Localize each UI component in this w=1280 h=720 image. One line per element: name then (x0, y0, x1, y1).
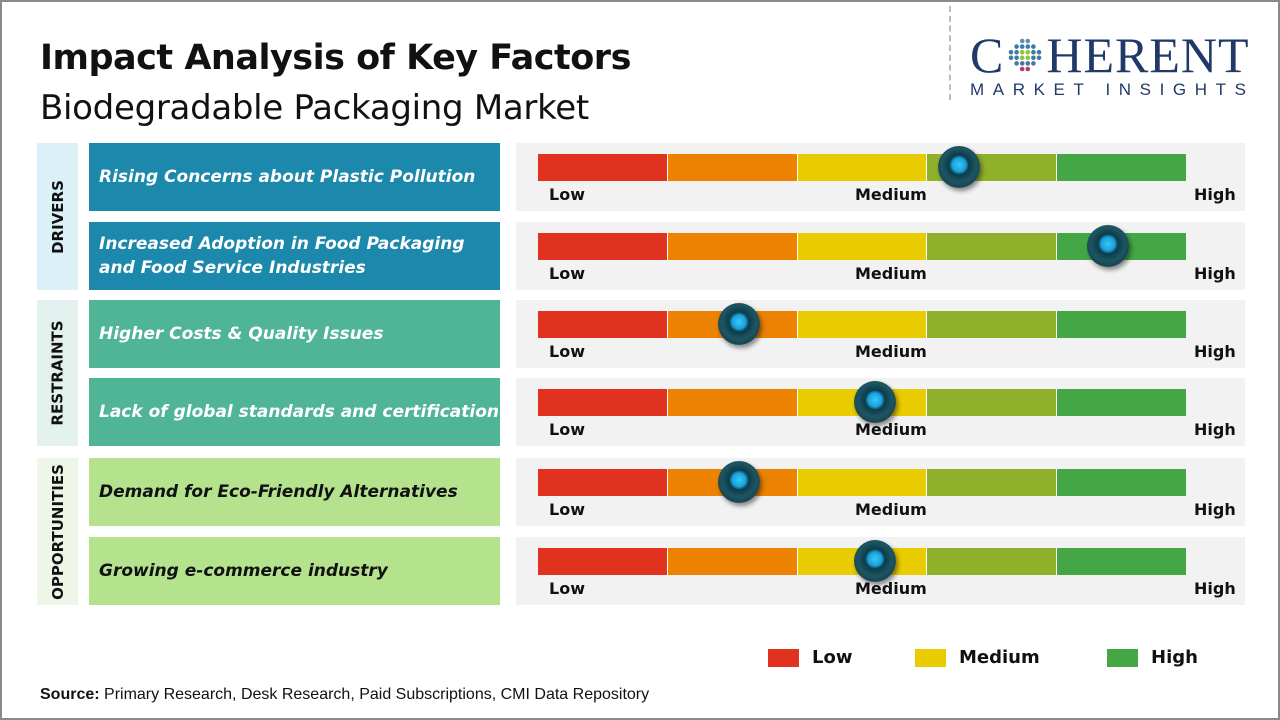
meter-segment (1057, 548, 1186, 575)
impact-meter: Low Medium High (516, 458, 1245, 526)
scale-low: Low (549, 420, 585, 439)
logo-text: HERENT (1046, 27, 1250, 83)
meter-segment (538, 469, 668, 496)
meter-segment (1057, 469, 1186, 496)
meter-segment (797, 469, 928, 496)
meter-segment (1057, 389, 1186, 416)
meter-bar (538, 469, 1186, 496)
scale-high: High (1194, 264, 1236, 283)
impact-meter: Low Medium High (516, 143, 1245, 211)
logo-subtext: MARKET INSIGHTS (970, 80, 1255, 99)
meter-segment (538, 389, 668, 416)
factor-label: Demand for Eco-Friendly Alternatives (89, 458, 500, 526)
impact-meter: Low Medium High (516, 378, 1245, 446)
meter-segment (1057, 154, 1186, 181)
scale-medium: Medium (855, 420, 927, 439)
meter-segment (667, 233, 798, 260)
meter-segment (538, 154, 668, 181)
meter-segment (927, 311, 1058, 338)
scale-low: Low (549, 342, 585, 361)
scale-low: Low (549, 579, 585, 598)
meter-bar (538, 389, 1186, 416)
meter-segment (927, 389, 1058, 416)
scale-high: High (1194, 185, 1236, 204)
scale-medium: Medium (855, 500, 927, 519)
meter-segment (927, 548, 1058, 575)
category-label: RESTRAINTS (48, 320, 67, 426)
legend-medium: Medium (915, 647, 1040, 668)
impact-knob (853, 540, 896, 582)
meter-bar (538, 311, 1186, 338)
meter-segment (797, 154, 928, 181)
factor-label: Rising Concerns about Plastic Pollution (89, 143, 500, 211)
category-drivers: DRIVERS (37, 143, 78, 290)
impact-meter: Low Medium High (516, 300, 1245, 368)
scale-high: High (1194, 500, 1236, 519)
legend-label: Low (812, 647, 853, 668)
meter-segment (667, 389, 798, 416)
source-text: Primary Research, Desk Research, Paid Su… (99, 686, 650, 703)
meter-bar (538, 233, 1186, 260)
impact-knob (1087, 225, 1130, 267)
impact-knob (717, 461, 760, 503)
legend-swatch (915, 648, 946, 667)
meter-segment (927, 233, 1058, 260)
legend-low: Low (768, 647, 852, 668)
scale-low: Low (549, 185, 585, 204)
meter-segment (797, 233, 928, 260)
logo: C HERENT MARKET INSIGHTS (970, 27, 1260, 100)
globe-icon (1009, 38, 1042, 72)
impact-knob (938, 146, 981, 188)
scale-high: High (1194, 342, 1236, 361)
meter-segment (667, 548, 798, 575)
scale-medium: Medium (855, 264, 927, 283)
impact-meter: Low Medium High (516, 537, 1245, 605)
meter-bar (538, 548, 1186, 575)
scale-medium: Medium (855, 579, 927, 598)
meter-bar (538, 154, 1186, 181)
page-subtitle: Biodegradable Packaging Market (40, 88, 589, 128)
meter-segment (538, 548, 668, 575)
meter-segment (667, 154, 798, 181)
factor-label: Lack of global standards and certificati… (89, 378, 500, 446)
scale-low: Low (549, 500, 585, 519)
legend-swatch (768, 648, 799, 667)
meter-segment (1057, 311, 1186, 338)
factor-label: Higher Costs & Quality Issues (89, 300, 500, 368)
category-restraints: RESTRAINTS (37, 300, 78, 446)
category-label: OPPORTUNITIES (48, 463, 67, 600)
logo-text: C (970, 27, 1005, 83)
factor-label: Growing e-commerce industry (89, 537, 500, 605)
source-note: Source: Primary Research, Desk Research,… (40, 686, 649, 704)
impact-knob (853, 381, 896, 423)
impact-knob (717, 303, 760, 345)
meter-segment (797, 311, 928, 338)
divider (949, 6, 951, 100)
category-label: DRIVERS (48, 179, 67, 254)
legend-label: High (1151, 647, 1198, 668)
scale-high: High (1194, 420, 1236, 439)
category-opportunities: OPPORTUNITIES (37, 458, 78, 605)
impact-meter: Low Medium High (516, 222, 1245, 290)
scale-high: High (1194, 579, 1236, 598)
meter-segment (538, 233, 668, 260)
legend-high: High (1107, 647, 1198, 668)
factor-label: Increased Adoption in Food Packaging and… (89, 222, 500, 290)
scale-low: Low (549, 264, 585, 283)
source-label: Source: (40, 686, 100, 703)
meter-segment (538, 311, 668, 338)
legend-swatch (1107, 648, 1138, 667)
legend-label: Medium (959, 647, 1040, 668)
meter-segment (927, 469, 1058, 496)
scale-medium: Medium (855, 185, 927, 204)
page-title: Impact Analysis of Key Factors (40, 38, 631, 78)
scale-medium: Medium (855, 342, 927, 361)
